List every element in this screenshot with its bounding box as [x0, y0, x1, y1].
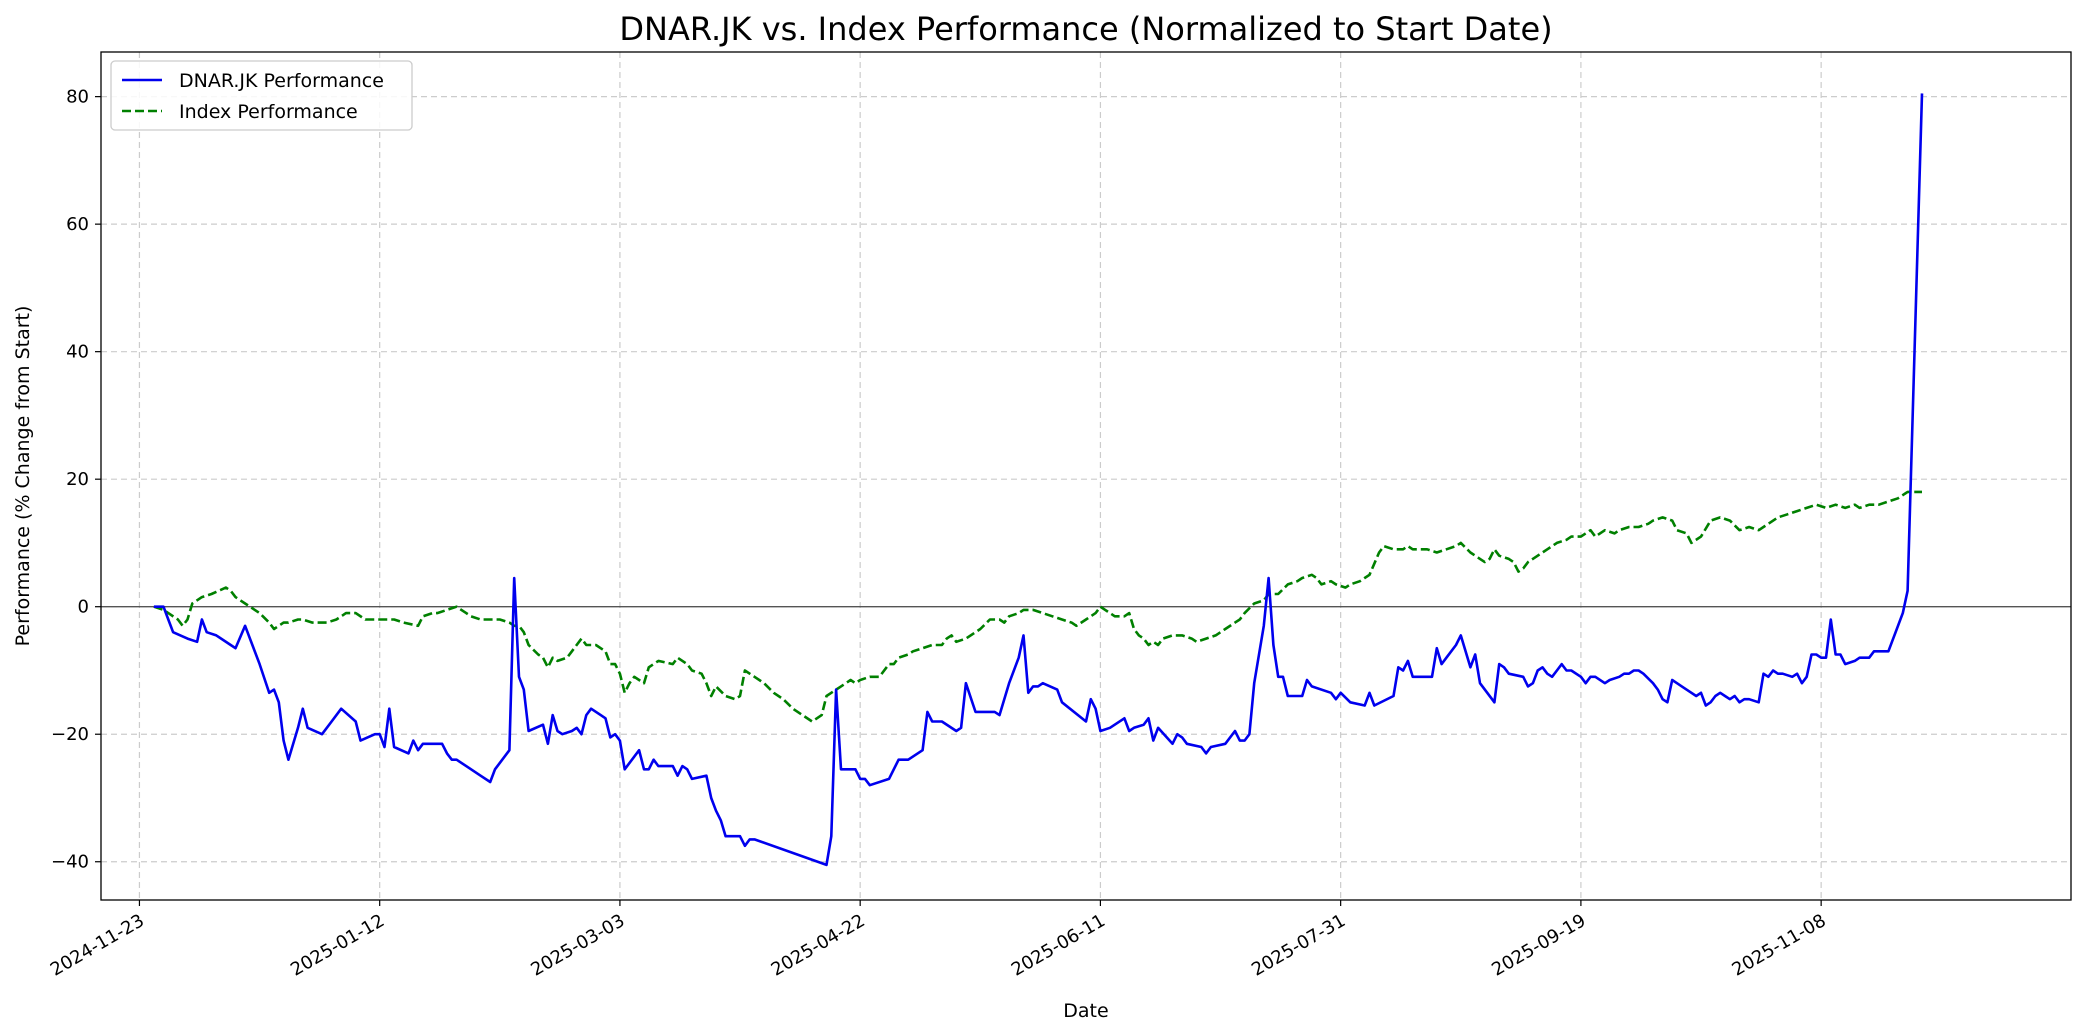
- y-tick-label: 60: [66, 214, 89, 235]
- series-dnar-line: [153, 93, 1924, 867]
- y-axis-label: Performance (% Change from Start): [12, 306, 34, 647]
- y-tick-label: −40: [51, 852, 89, 873]
- y-tick-label: 0: [78, 597, 89, 618]
- legend: DNAR.JK Performance Index Performance: [110, 60, 413, 131]
- y-tick-label: −20: [51, 724, 89, 745]
- y-tick-label: 80: [66, 87, 89, 108]
- x-axis-label: Date: [1063, 1000, 1108, 1022]
- series-layer: [153, 93, 1924, 867]
- legend-label-dnar: DNAR.JK Performance: [179, 70, 384, 92]
- legend-box: [110, 60, 413, 131]
- grid-layer: [101, 52, 2071, 900]
- axes-frame: [100, 51, 2072, 901]
- chart-title: DNAR.JK vs. Index Performance (Normalize…: [619, 10, 1552, 48]
- series-index-line: [153, 490, 1922, 723]
- legend-label-index: Index Performance: [179, 101, 358, 123]
- y-tick-label: 20: [66, 469, 89, 490]
- y-tick-label: 40: [66, 342, 89, 363]
